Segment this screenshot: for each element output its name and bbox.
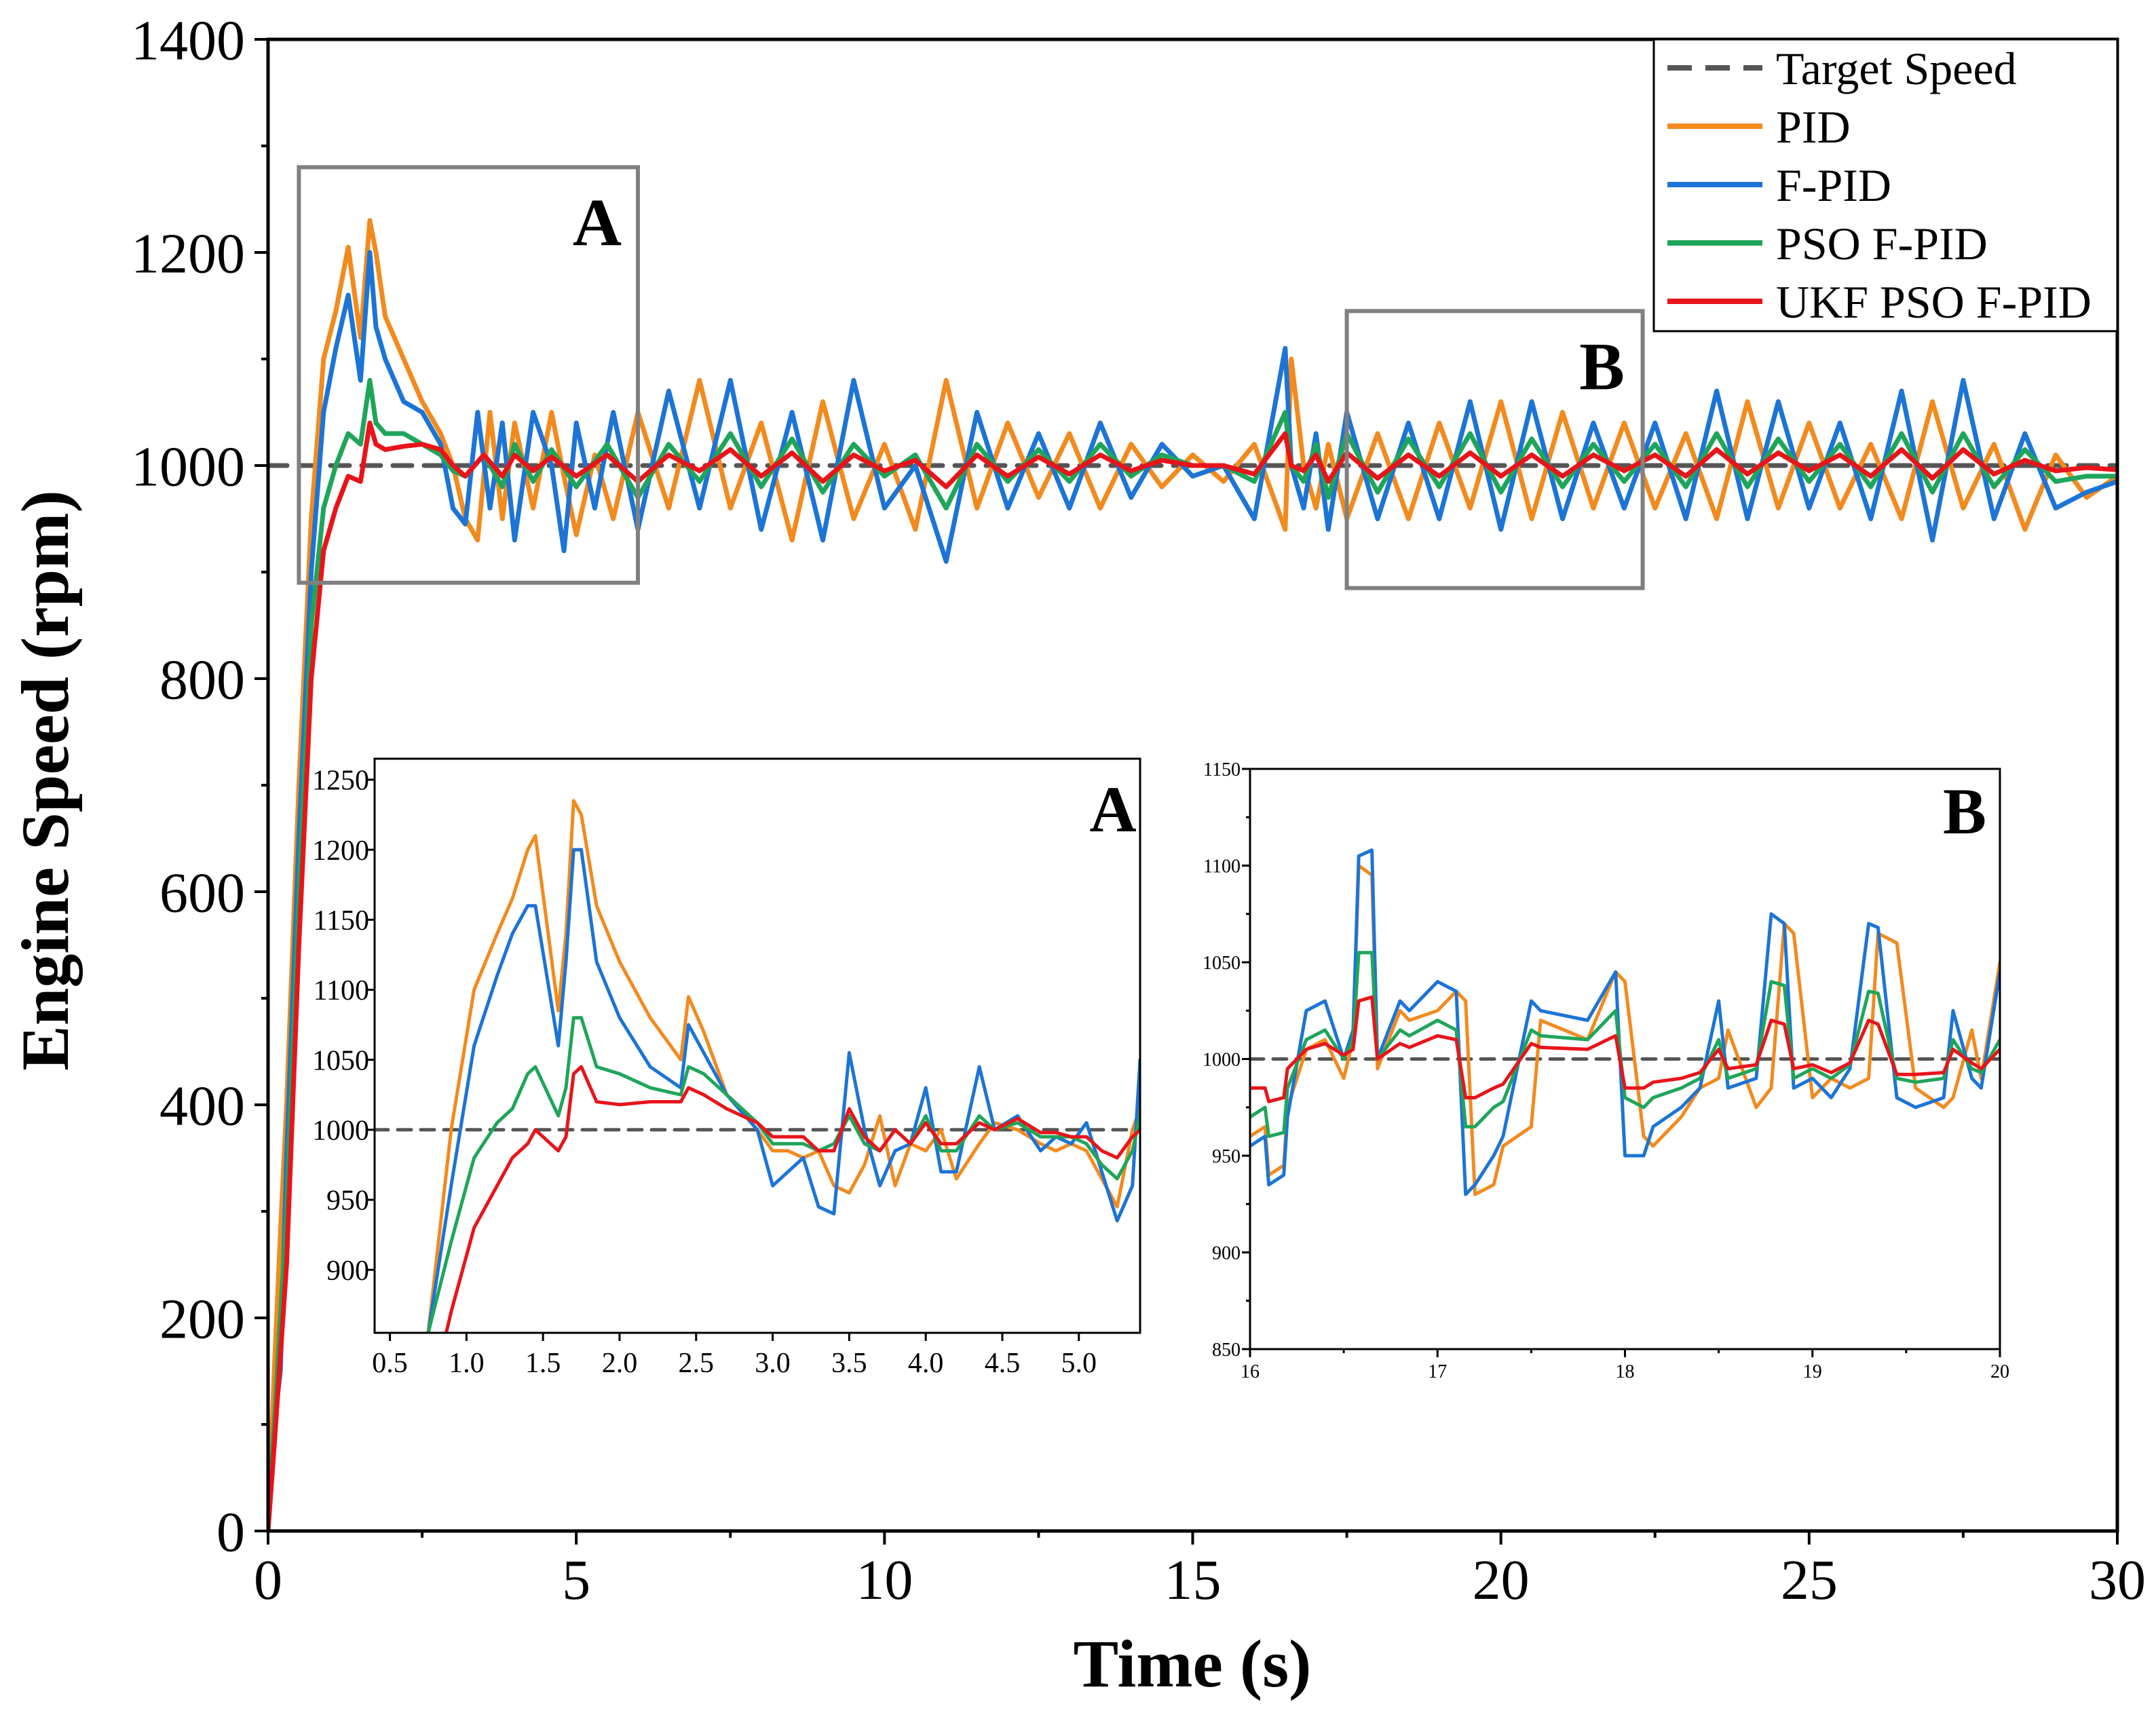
inset-a-x-tick-label: 5.0 [1061,1348,1097,1379]
inset-a-y-ticks: 900 950 1000 1050 1100 1150 1200 1250 [312,765,375,1287]
main-x-tick-label: 5 [562,1549,590,1612]
zoom-box-b [1344,309,1645,590]
inset-b-y-tick-label: 1000 [1203,1049,1241,1070]
main-series-ukf-pso-f-pid [268,420,2117,1531]
inset-b-series-ukf-pso-f-pid [1250,995,2000,1103]
main-x-tick-label: 10 [856,1549,913,1612]
zoom-box-label-a: A [573,185,622,260]
inset-b-y-tick-label: 900 [1212,1243,1241,1264]
inset-a-y-tick-label: 1000 [312,1116,369,1147]
legend-label-pso-f-pid: PSO F-PID [1776,218,1988,269]
inset-a-series-pso-f-pid [426,1016,1140,1333]
inset-b-x-tick-label: 17 [1428,1361,1447,1382]
main-x-tick-label: 20 [1473,1549,1530,1612]
inset-a-y-tick-label: 1200 [312,835,369,867]
main-y-tick-label: 1200 [131,222,245,285]
inset-b-series-pso-f-pid [1250,951,2000,1138]
main-y-tick-label: 1000 [131,435,245,498]
inset-a-x-tick-label: 4.5 [985,1348,1021,1379]
inset-b-x-ticks: 16 17 18 19 20 [1241,1349,2009,1382]
main-y-tick-label: 1400 [131,9,245,72]
inset-a-x-tick-label: 4.0 [908,1348,944,1379]
main-x-axis-title: Time (s) [1074,1626,1312,1701]
legend-items: Target Speed PID F-PID PSO F-PID UKF PSO F-P… [1667,43,2092,328]
main-y-tick-label: 400 [159,1074,245,1137]
main-series-group [268,218,2117,1531]
inset-b-series-f-pid [1250,848,2000,1196]
main-x-ticks: 0 5 10 15 20 25 30 [254,1531,2146,1612]
zoom-boxes: AB [297,165,1645,590]
main-plot: AB 0 5 10 15 20 25 30 020040060080010001200140… [131,9,2146,1612]
main-y-tick-label: 0 [216,1500,245,1564]
legend-label-f-pid: F-PID [1776,159,1891,211]
inset-a-plot: 0.5 1.0 1.5 2.0 2.5 3.0 3.5 4.0 4.5 5.0 900 950 100… [312,757,1141,1379]
zoom-box-label-b: B [1579,328,1625,404]
inset-a-y-tick-label: 950 [326,1186,369,1217]
inset-a-y-tick-label: 1250 [312,765,369,797]
inset-b-x-tick-label: 20 [1990,1361,2009,1382]
legend-label-target-speed: Target Speed [1776,43,2017,94]
legend-label-ukf-pso-f-pid: UKF PSO F-PID [1776,276,2092,328]
inset-a-x-tick-label: 3.0 [755,1348,791,1379]
inset-b-y-tick-label: 850 [1212,1340,1241,1361]
main-y-tick-label: 600 [159,861,245,924]
inset-a-x-ticks: 0.5 1.0 1.5 2.0 2.5 3.0 3.5 4.0 4.5 5.0 [372,1333,1097,1379]
inset-b-panel-label: B [1943,775,1986,848]
inset-a-y-tick-label: 900 [326,1255,369,1287]
legend-label-pid: PID [1776,101,1851,153]
zoom-box-a [297,165,640,585]
inset-b-y-tick-label: 1100 [1203,856,1241,877]
inset-b-y-ticks: 850 900 950 1000 1050 1100 1150 [1203,759,1250,1361]
inset-a-x-tick-label: 3.5 [831,1348,867,1379]
inset-a-background [375,759,1140,1333]
inset-b-plot: 16 17 18 19 20 850 900 950 1000 1050 1100 1150 B [1203,759,2009,1382]
inset-a-x-tick-label: 1.5 [525,1348,561,1379]
inset-b-x-tick-label: 16 [1241,1361,1260,1382]
main-x-tick-label: 30 [2089,1549,2146,1612]
main-x-tick-label: 25 [1781,1549,1838,1612]
inset-a-frame [373,757,1141,1334]
inset-b-y-tick-label: 1050 [1203,953,1241,974]
inset-a-x-tick-label: 2.0 [602,1348,638,1379]
main-y-tick-label: 800 [159,648,245,711]
inset-b-y-tick-label: 1150 [1203,759,1241,780]
inset-a-y-tick-label: 1150 [314,905,369,937]
inset-a-x-tick-label: 0.5 [372,1348,408,1379]
inset-b-y-tick-label: 950 [1212,1146,1241,1167]
main-x-tick-label: 0 [254,1549,282,1612]
inset-b-series-group [1250,848,2000,1196]
inset-a-series-ukf-pso-f-pid [444,1065,1140,1333]
main-x-tick-label: 15 [1165,1549,1222,1612]
main-y-ticks: 0 200 400 600 800 1000 1200 1400 [131,9,268,1564]
legend: Target Speed PID F-PID PSO F-PID UKF PSO F-P… [1652,38,2119,333]
inset-a-series-f-pid [426,848,1140,1333]
main-y-axis-title: Engine Speed (rpm) [7,490,83,1071]
main-y-tick-label: 200 [159,1287,245,1350]
inset-a-panel-label: A [1089,773,1136,846]
inset-a-y-tick-label: 1050 [312,1045,369,1076]
inset-b-x-tick-label: 18 [1616,1361,1635,1382]
inset-a-x-tick-label: 2.5 [679,1348,715,1379]
inset-a-series-group [375,799,1140,1333]
inset-a-y-tick-label: 1100 [314,975,369,1006]
inset-a-x-tick-label: 1.0 [449,1348,485,1379]
inset-b-x-tick-label: 19 [1803,1361,1822,1382]
